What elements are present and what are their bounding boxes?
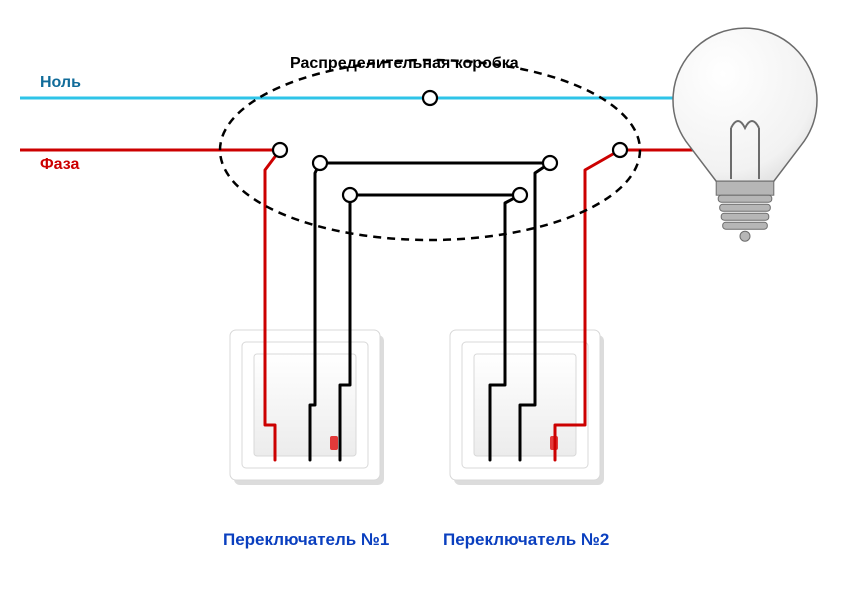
lamp-icon [673, 28, 817, 241]
terminal-sw2-a [543, 156, 557, 170]
phase-label: Фаза [40, 156, 79, 174]
switch-1 [230, 330, 384, 485]
junction-box-title: Распределительная коробка [290, 55, 519, 73]
terminal-sw1-a [313, 156, 327, 170]
switch-2-label: Переключатель №2 [443, 530, 609, 550]
terminal-neutral [423, 91, 437, 105]
terminal-phase-in [273, 143, 287, 157]
switch-2 [450, 330, 604, 485]
terminal-sw2-b [513, 188, 527, 202]
terminal-phase-out [613, 143, 627, 157]
switch-1-label: Переключатель №1 [223, 530, 389, 550]
neutral-label: Ноль [40, 74, 81, 92]
terminal-sw1-b [343, 188, 357, 202]
